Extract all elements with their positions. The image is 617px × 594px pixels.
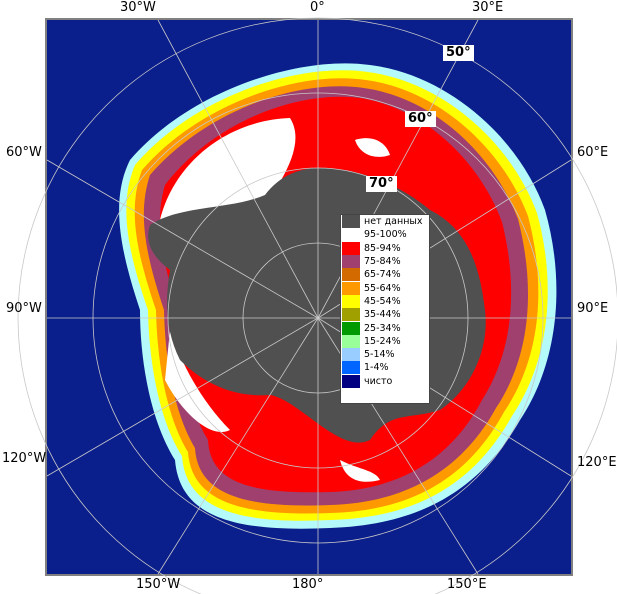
legend-swatch — [342, 215, 360, 229]
legend-label: 45-54% — [364, 295, 401, 307]
legend-label: 25-34% — [364, 322, 401, 334]
legend-label: 55-64% — [364, 282, 401, 294]
legend-item: 85-94% — [341, 241, 429, 255]
lon-label-top-0: 0° — [310, 0, 325, 15]
lat-label-50: 50° — [443, 45, 474, 61]
legend-label: 65-74% — [364, 269, 401, 281]
legend-swatch — [342, 348, 360, 362]
lon-label-right-60e: 60°E — [577, 145, 609, 160]
legend-item: 65-74% — [341, 268, 429, 282]
legend-item: 5-14% — [341, 348, 429, 362]
legend-swatch — [342, 374, 360, 388]
legend-item: 55-64% — [341, 281, 429, 295]
legend-label: нет данных — [364, 216, 423, 228]
legend-swatch — [342, 241, 360, 255]
legend-item: 35-44% — [341, 308, 429, 322]
legend-label: 15-24% — [364, 335, 401, 347]
legend-item: 1-4% — [341, 361, 429, 375]
legend-item: 15-24% — [341, 334, 429, 348]
legend-item: 95-100% — [341, 228, 429, 242]
legend-swatch — [342, 228, 360, 242]
lon-label-left-60w: 60°W — [6, 145, 42, 160]
legend-label: 5-14% — [364, 349, 395, 361]
lat-label-60: 60° — [405, 111, 436, 127]
legend-item: 25-34% — [341, 321, 429, 335]
lat-label-70: 70° — [366, 176, 397, 192]
legend-swatch — [342, 308, 360, 322]
lon-label-left-90w: 90°W — [6, 301, 42, 316]
legend-swatch — [342, 361, 360, 375]
lon-label-right-90e: 90°E — [577, 301, 609, 316]
legend-label: 95-100% — [364, 229, 407, 241]
legend-swatch — [342, 281, 360, 295]
legend-label: 75-84% — [364, 256, 401, 268]
legend-label: 85-94% — [364, 242, 401, 254]
legend: нет данных 95-100% 85-94% 75-84% 65-74% 55-64… — [340, 214, 430, 404]
legend-swatch — [342, 321, 360, 335]
lon-label-right-120e: 120°E — [577, 455, 617, 470]
legend-swatch — [342, 334, 360, 348]
legend-swatch — [342, 255, 360, 269]
legend-item: нет данных — [341, 215, 429, 229]
lon-label-bottom-150w: 150°W — [136, 577, 181, 592]
legend-item: чисто — [341, 374, 429, 388]
legend-label: 1-4% — [364, 362, 389, 374]
legend-swatch — [342, 268, 360, 282]
lon-label-top-30e: 30°E — [472, 0, 504, 15]
lon-label-bottom-180: 180° — [292, 577, 324, 592]
lon-label-left-120w: 120°W — [2, 451, 47, 466]
legend-label: 35-44% — [364, 309, 401, 321]
lon-label-bottom-150e: 150°E — [447, 577, 487, 592]
lon-label-top-30w: 30°W — [120, 0, 156, 15]
legend-item: 45-54% — [341, 294, 429, 308]
legend-swatch — [342, 294, 360, 308]
legend-item: 75-84% — [341, 255, 429, 269]
legend-label: чисто — [364, 375, 393, 387]
